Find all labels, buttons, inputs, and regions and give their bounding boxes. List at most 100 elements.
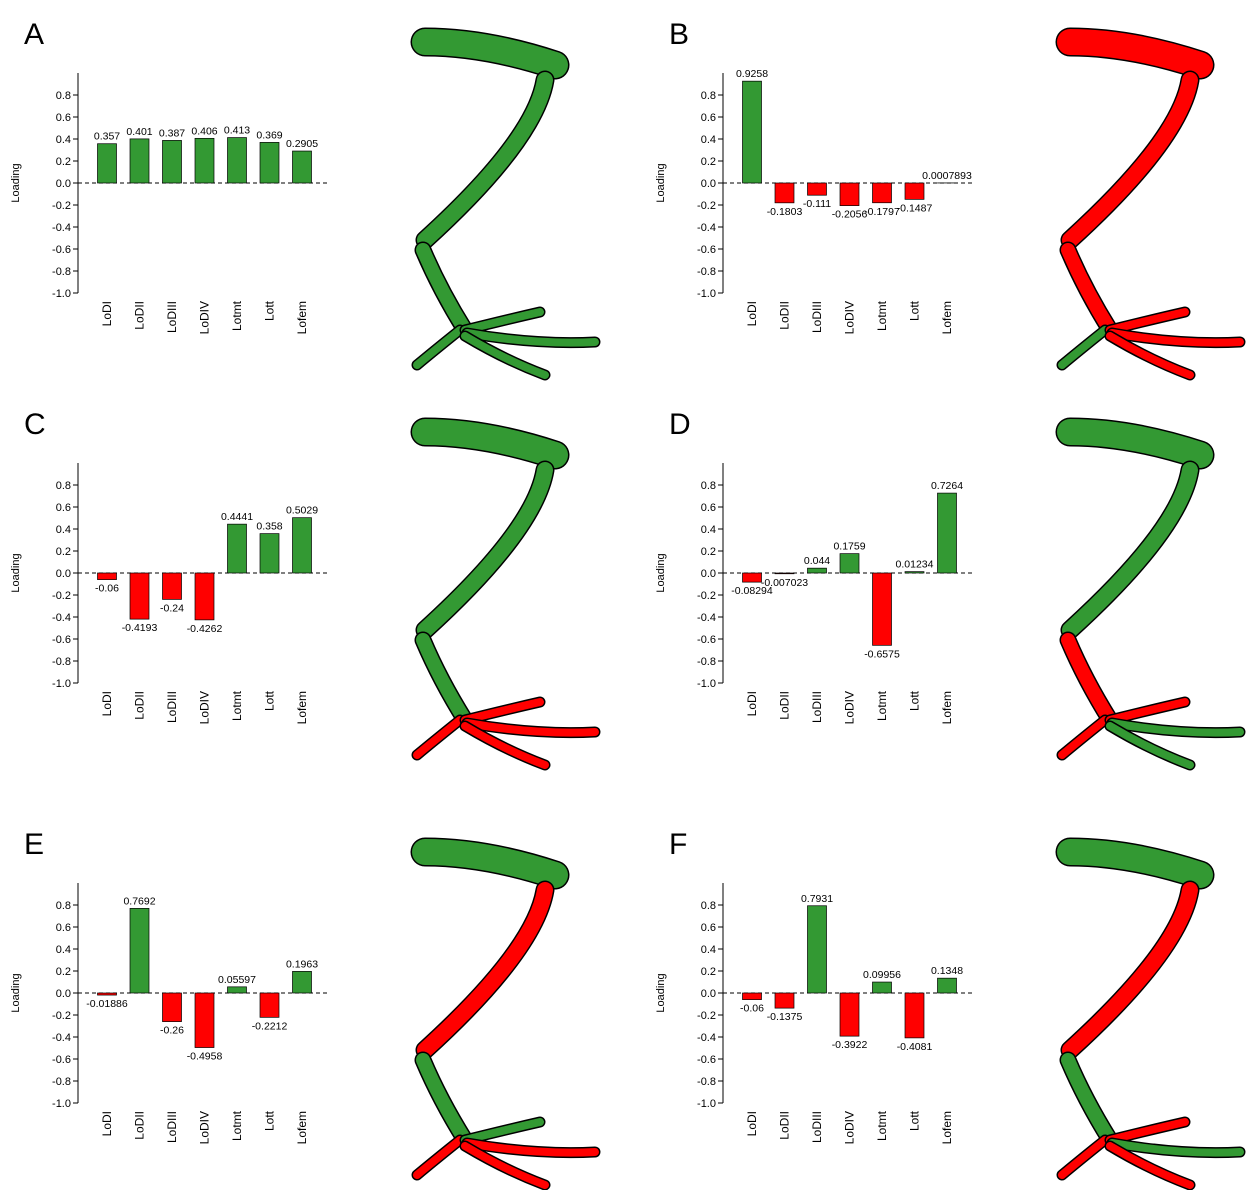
y-tick-label: 0.8 [56, 900, 71, 912]
x-tick-label: LoDII [133, 301, 147, 330]
digit [463, 719, 599, 737]
x-tick-label: LoDIII [165, 301, 179, 333]
y-tick-label: -1.0 [52, 678, 71, 690]
x-tick-label: Lott [908, 300, 922, 321]
y-tick-label: 0.0 [701, 988, 716, 1000]
y-tick-label: -0.6 [52, 634, 71, 646]
y-tick-label: -0.8 [52, 656, 71, 668]
y-tick-label: 0.4 [701, 524, 716, 536]
tarsometatarsus [1061, 243, 1117, 337]
y-tick-label: -0.2 [697, 590, 716, 602]
y-tick-label: 0.6 [701, 922, 716, 934]
digit [413, 326, 464, 369]
value-label: -0.24 [160, 602, 184, 614]
bar [97, 572, 117, 580]
y-tick-label: -0.4 [52, 222, 71, 234]
value-label: -0.2212 [252, 1020, 288, 1032]
digit [1058, 1136, 1109, 1179]
bar [129, 138, 150, 184]
bar [97, 992, 117, 996]
value-label: -0.111 [803, 198, 831, 210]
bar [872, 182, 892, 204]
digit [1106, 332, 1194, 379]
y-tick-label: -0.8 [697, 266, 716, 278]
x-tick-label: Lott [263, 1110, 277, 1131]
digit [1108, 329, 1244, 347]
tibia [1062, 882, 1198, 1058]
value-label: 0.387 [159, 127, 185, 139]
y-tick-label: 0.4 [701, 134, 716, 146]
y-tick-label: 0.6 [56, 922, 71, 934]
x-tick-label: Lott [263, 690, 277, 711]
digit [413, 1136, 464, 1179]
bar [162, 992, 182, 1022]
value-label: -0.4081 [897, 1041, 933, 1053]
bar [839, 992, 860, 1037]
digit [1058, 716, 1109, 759]
x-tick-label: Lott [908, 690, 922, 711]
bar [742, 80, 762, 184]
tarsometatarsus [416, 633, 472, 727]
y-tick-label: 0.2 [701, 966, 716, 978]
bar [937, 492, 957, 574]
y-tick-label: 0.2 [56, 966, 71, 978]
digit [461, 722, 549, 769]
femur [412, 839, 568, 888]
x-tick-label: LoDII [133, 691, 147, 720]
tarsometatarsus [1061, 1053, 1117, 1147]
bar [292, 517, 312, 574]
y-tick-label: -0.6 [697, 634, 716, 646]
x-tick-label: LoDI [100, 691, 114, 716]
femur [1057, 29, 1213, 78]
leg-illustration [1055, 417, 1246, 771]
value-label: -0.26 [160, 1025, 184, 1037]
y-axis-label: Loading [10, 973, 22, 1012]
value-label: 0.413 [224, 125, 250, 137]
y-tick-label: -0.2 [52, 1010, 71, 1022]
bar [227, 523, 247, 574]
value-label: -0.06 [95, 583, 119, 595]
bar [227, 137, 247, 184]
value-label: 0.7692 [123, 895, 155, 907]
x-tick-label: LoDI [745, 1111, 759, 1136]
bar [774, 572, 795, 575]
value-label: 0.7264 [931, 480, 963, 492]
digit [1058, 326, 1109, 369]
tarsometatarsus [416, 1053, 472, 1147]
y-tick-label: -0.6 [697, 1054, 716, 1066]
x-tick-label: LoDI [100, 1111, 114, 1136]
bar [872, 572, 892, 646]
x-tick-label: LoDIII [810, 691, 824, 723]
x-tick-label: LoDIII [165, 1111, 179, 1143]
x-tick-label: Lotmt [875, 300, 889, 331]
y-tick-label: -0.6 [52, 1054, 71, 1066]
y-tick-label: 0.0 [56, 988, 71, 1000]
y-tick-label: 0.8 [56, 480, 71, 492]
y-tick-label: -0.4 [52, 1032, 71, 1044]
leg-illustration [1055, 27, 1246, 381]
y-tick-label: 0.4 [56, 134, 71, 146]
x-tick-label: Lotmt [230, 690, 244, 721]
y-tick-label: 0.8 [701, 480, 716, 492]
leg-illustration [410, 417, 601, 771]
bar [774, 182, 795, 204]
y-tick-label: 0.4 [56, 944, 71, 956]
tibia [417, 72, 553, 248]
x-tick-label: Lofem [295, 691, 309, 724]
y-tick-label: 0.8 [56, 90, 71, 102]
value-label: -0.1375 [767, 1011, 803, 1023]
digit [1108, 719, 1244, 737]
x-tick-label: Lotmt [230, 1110, 244, 1141]
panel-label: F [669, 828, 687, 861]
bar [194, 572, 215, 621]
value-label: 0.358 [256, 521, 282, 533]
y-tick-label: 0.2 [56, 546, 71, 558]
panel-label: B [669, 18, 689, 51]
y-tick-label: -0.4 [697, 612, 716, 624]
digit [1106, 1118, 1189, 1144]
y-tick-label: 0.6 [701, 112, 716, 124]
value-label: 0.05597 [218, 974, 256, 986]
bar [129, 572, 150, 620]
digit [463, 329, 599, 347]
y-tick-label: -0.2 [52, 200, 71, 212]
